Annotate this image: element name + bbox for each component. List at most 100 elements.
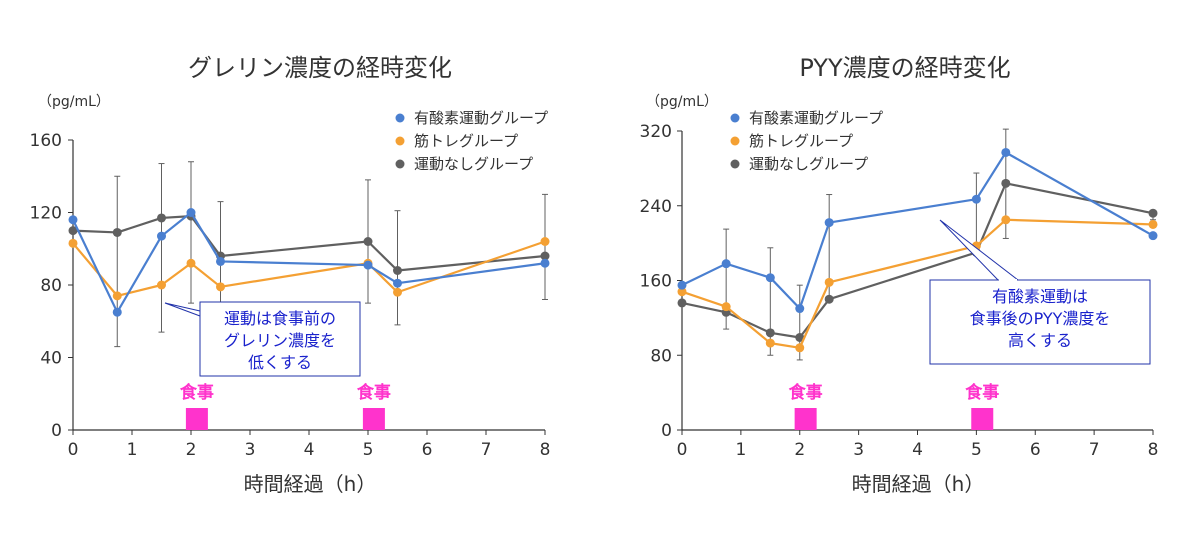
series-line — [72, 215, 546, 272]
legend-label: 運動なしグループ — [414, 155, 533, 173]
legend-label: 筋トレグループ — [414, 132, 518, 150]
data-point — [765, 328, 775, 338]
meal-label: 食事 — [180, 382, 214, 403]
data-point — [112, 307, 122, 317]
x-tick-label: 4 — [912, 440, 923, 460]
meal-label: 食事 — [965, 382, 999, 403]
data-point — [393, 278, 402, 288]
x-tick-label: 5 — [971, 440, 982, 460]
data-point — [795, 343, 805, 353]
x-tick-label: 3 — [245, 440, 256, 460]
y-tick-label: 0 — [51, 421, 62, 441]
data-point — [540, 258, 550, 268]
data-point — [68, 238, 78, 248]
chart-title: PYY濃度の経時変化 — [799, 54, 1010, 82]
legend-swatch — [395, 136, 405, 146]
legend-swatch — [730, 136, 740, 146]
data-point — [186, 208, 196, 217]
annotation-text: グレリン濃度を — [224, 331, 336, 350]
meal-marker — [794, 408, 817, 430]
data-point — [112, 291, 122, 301]
data-point — [68, 226, 78, 236]
annotation-text: 高くする — [1008, 331, 1072, 350]
annotation-text: 低くする — [248, 353, 312, 372]
annotation-box — [929, 279, 1151, 365]
annotation-text: 運動は食事前の — [224, 309, 336, 328]
x-tick-label: 6 — [1030, 440, 1041, 460]
pyy-chart: PYY濃度の経時変化 （pg/mL） 時間経過（h） 0 80 160 240 320 0… — [640, 54, 1159, 496]
legend-label: 有酸素運動グループ — [414, 109, 548, 127]
data-point — [540, 237, 550, 246]
annotation-box — [199, 301, 361, 377]
data-point — [677, 298, 687, 308]
data-point — [824, 218, 834, 228]
data-point — [393, 266, 402, 275]
data-point — [1001, 147, 1011, 157]
data-point — [795, 304, 805, 314]
x-tick-label: 4 — [304, 440, 315, 460]
data-point — [1001, 178, 1011, 188]
y-tick-label: 160 — [30, 131, 62, 151]
data-point — [824, 277, 834, 287]
y-tick-label: 40 — [40, 349, 62, 369]
x-tick-label: 6 — [422, 440, 433, 460]
meal-marker — [185, 408, 208, 430]
meal-label: 食事 — [789, 382, 823, 403]
legend-label: 筋トレグループ — [749, 132, 853, 150]
legend-label: 運動なしグループ — [749, 155, 868, 173]
y-tick-label: 320 — [640, 122, 672, 142]
x-axis-title: 時間経過（h） — [244, 472, 377, 496]
x-tick-label: 2 — [794, 440, 805, 460]
series-line — [681, 182, 1154, 339]
data-point — [216, 256, 225, 266]
x-tick-label: 2 — [186, 440, 197, 460]
x-tick-label: 3 — [853, 440, 864, 460]
data-point — [157, 280, 166, 290]
ghrelin-chart: グレリン濃度の経時変化 （pg/mL） 時間経過（h） 0 40 80 120 160 0… — [30, 54, 551, 496]
data-point — [824, 294, 834, 304]
data-point — [765, 273, 775, 283]
data-point — [157, 213, 166, 223]
y-tick-label: 0 — [661, 421, 672, 441]
data-point — [216, 282, 225, 292]
data-point — [971, 194, 981, 204]
y-tick-label: 120 — [30, 204, 62, 224]
x-tick-label: 0 — [677, 440, 688, 460]
legend-label: 有酸素運動グループ — [749, 109, 883, 127]
y-tick-label: 160 — [640, 272, 672, 292]
y-tick-label: 80 — [650, 346, 672, 366]
x-tick-label: 7 — [1089, 440, 1100, 460]
chart-title: グレリン濃度の経時変化 — [188, 54, 452, 82]
y-tick-label: 240 — [640, 197, 672, 217]
legend-swatch — [395, 159, 405, 169]
data-point — [363, 237, 373, 246]
legend-swatch — [395, 113, 405, 123]
x-tick-label: 1 — [735, 440, 746, 460]
data-point — [540, 251, 550, 261]
data-point — [1148, 219, 1158, 229]
x-tick-label: 7 — [481, 440, 492, 460]
x-tick-label: 8 — [540, 440, 551, 460]
legend-swatch — [730, 113, 740, 123]
x-tick-label: 5 — [363, 440, 374, 460]
meal-marker — [971, 408, 994, 430]
y-tick-label: 80 — [40, 276, 62, 296]
data-point — [68, 215, 78, 225]
series-line — [72, 211, 546, 314]
data-point — [721, 302, 731, 312]
unit-label: （pg/mL） — [38, 94, 110, 110]
data-point — [1001, 215, 1011, 225]
data-point — [677, 280, 687, 290]
annotation-text: 有酸素運動は — [992, 287, 1088, 306]
unit-label: （pg/mL） — [646, 94, 718, 110]
meal-marker — [362, 408, 385, 430]
annotation-text: 食事後のPYY濃度を — [970, 309, 1111, 328]
series-line — [72, 240, 546, 297]
data-point — [1148, 231, 1158, 241]
data-point — [1148, 208, 1158, 218]
x-tick-label: 0 — [68, 440, 79, 460]
x-tick-label: 8 — [1148, 440, 1159, 460]
data-point — [186, 258, 196, 268]
x-tick-label: 1 — [127, 440, 138, 460]
data-point — [157, 231, 166, 241]
